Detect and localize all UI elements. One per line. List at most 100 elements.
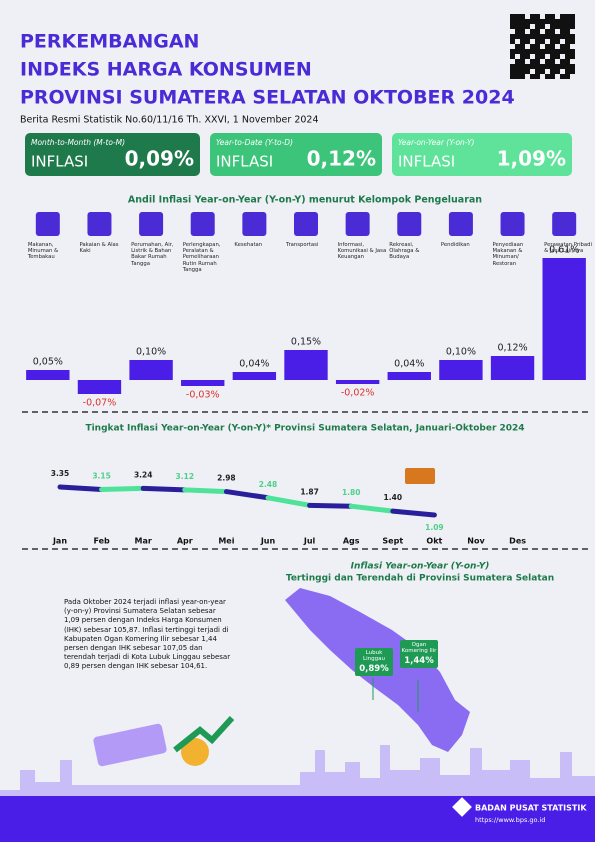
x-tick-label: Apr <box>177 537 193 546</box>
category-icon <box>139 212 164 236</box>
qr-cell <box>515 59 520 64</box>
box-value: 1,09% <box>497 147 566 171</box>
qr-cell <box>565 64 570 69</box>
qr-cell <box>530 29 535 34</box>
value-label: -0,03% <box>186 390 220 401</box>
qr-cell <box>520 49 525 54</box>
qr-cell <box>565 69 570 74</box>
category-label: Transportasi <box>286 242 319 248</box>
qr-cell <box>535 74 540 79</box>
value-label: 0,04% <box>394 359 424 370</box>
value-label: 3.35 <box>51 469 70 478</box>
value-label: 3.24 <box>134 470 153 479</box>
category-label: Kesehatan <box>234 242 263 248</box>
qr-cell <box>535 49 540 54</box>
category-icon <box>190 212 215 236</box>
qr-cell <box>560 19 565 24</box>
x-tick-label: Nov <box>467 537 485 546</box>
value-label: 3.12 <box>176 472 195 481</box>
inflation-box <box>210 133 382 176</box>
qr-cell <box>565 59 570 64</box>
x-tick-label: Sept <box>382 537 403 546</box>
qr-cell <box>520 39 525 44</box>
paragraph: Pada Oktober 2024 terjadi inflasi year-o… <box>64 598 231 671</box>
qr-cell <box>565 29 570 34</box>
bar <box>490 356 535 380</box>
line-segment <box>265 495 313 508</box>
qr-cell <box>560 59 565 64</box>
category-label: Pendidikan <box>440 242 470 248</box>
qr-cell <box>520 54 525 59</box>
qr-cell <box>525 39 530 44</box>
qr-cell <box>530 49 535 54</box>
qr-cell <box>530 19 535 24</box>
value-label: 1.87 <box>300 487 319 496</box>
x-tick-label: Des <box>509 537 526 546</box>
x-tick-label: Jun <box>260 537 276 546</box>
category-label: Makanan, Minuman & Tembakau <box>27 242 59 261</box>
bar <box>26 370 70 380</box>
line-segment <box>348 503 396 514</box>
qr-cell <box>535 59 540 64</box>
qr-cell <box>555 64 560 69</box>
qr-cell <box>550 54 555 59</box>
qr-cell <box>535 24 540 29</box>
bar <box>387 372 431 380</box>
chart-title: Tingkat Inflasi Year-on-Year (Y-on-Y)* P… <box>85 424 524 434</box>
qr-cell <box>520 19 525 24</box>
qr-cell <box>550 64 555 69</box>
qr-cell <box>540 24 545 29</box>
category-icon <box>397 212 422 236</box>
qr-cell <box>525 24 530 29</box>
qr-cell <box>520 29 525 34</box>
title-line: PROVINSI SUMATERA SELATAN OKTOBER 2024 <box>20 87 515 109</box>
qr-cell <box>565 19 570 24</box>
bar <box>232 372 277 380</box>
qr-cell <box>540 69 545 74</box>
box-label: Year-to-Date (Y-to-D) <box>216 138 293 147</box>
qr-cell <box>560 64 565 69</box>
qr-cell <box>545 34 550 39</box>
footer-band <box>0 796 595 842</box>
line-segment <box>182 487 229 495</box>
qr-cell <box>530 34 535 39</box>
arrow-icon <box>173 715 235 753</box>
qr-cell <box>550 39 555 44</box>
qr-cell <box>570 49 575 54</box>
value-label: 0,10% <box>446 347 476 358</box>
qr-cell <box>530 74 535 79</box>
category-icon <box>35 212 60 236</box>
category-label: Pakaian & Alas Kaki <box>79 242 119 255</box>
qr-cell <box>545 44 550 49</box>
qr-cell <box>510 19 515 24</box>
qr-cell <box>515 24 520 29</box>
region-tag: Lubuk Linggau 0,89% <box>355 648 393 676</box>
qr-cell <box>570 54 575 59</box>
qr-cell <box>550 14 555 19</box>
line-segment <box>140 485 188 493</box>
logo <box>452 797 472 817</box>
value-label: 3.15 <box>92 471 111 480</box>
category-label: Rekreasi, Olahraga & Budaya <box>389 242 420 261</box>
qr-cell <box>555 34 560 39</box>
qr-cell <box>520 34 525 39</box>
qr-cell <box>545 64 550 69</box>
qr-cell <box>570 69 575 74</box>
qr-cell <box>545 49 550 54</box>
qr-cell <box>570 64 575 69</box>
category-label: Perlengkapan, Peralatan & Pemeliharaan R… <box>182 242 221 273</box>
qr-cell <box>560 24 565 29</box>
qr-cell <box>515 19 520 24</box>
qr-cell <box>565 14 570 19</box>
line-segment <box>307 502 354 509</box>
qr-cell <box>535 19 540 24</box>
x-tick-label: Mei <box>218 537 234 546</box>
region-value: 0,89% <box>359 664 389 674</box>
qr-cell <box>550 74 555 79</box>
qr-cell <box>570 19 575 24</box>
qr-cell <box>535 54 540 59</box>
inflation-box <box>392 133 572 176</box>
footer-url: https://www.bps.go.id <box>475 816 545 824</box>
qr-cell <box>550 59 555 64</box>
